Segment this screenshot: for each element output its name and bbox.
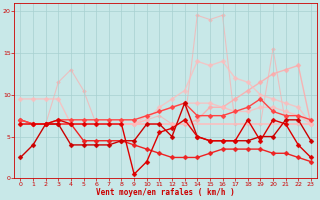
X-axis label: Vent moyen/en rafales ( km/h ): Vent moyen/en rafales ( km/h ) [96, 188, 235, 197]
